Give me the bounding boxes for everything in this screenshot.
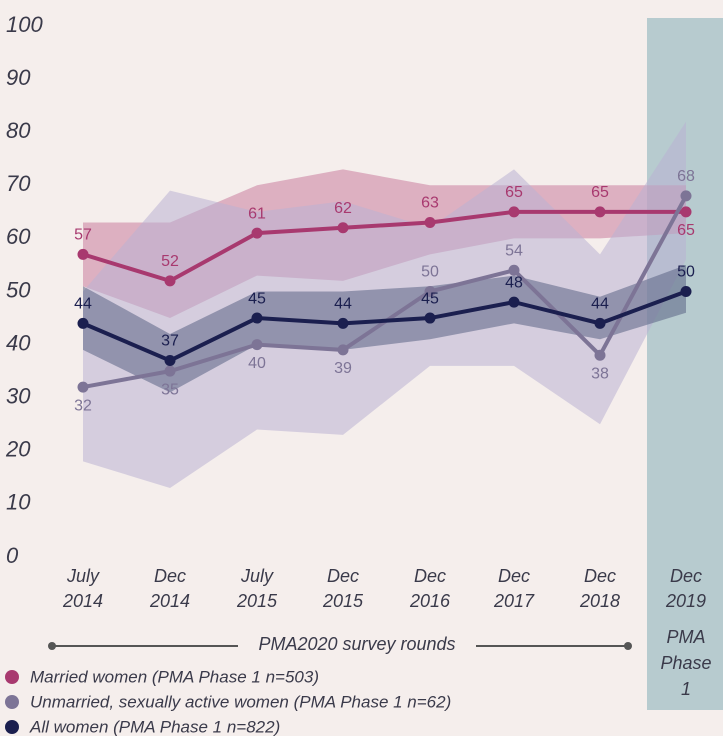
x-tick-label: 2014 <box>62 591 103 611</box>
y-tick-label: 100 <box>6 12 43 37</box>
data-label: 68 <box>677 168 695 185</box>
x-tick-label: Dec <box>154 566 186 586</box>
data-label: 45 <box>421 290 439 307</box>
data-label: 32 <box>74 397 92 414</box>
point <box>594 206 606 218</box>
x-tick-label: 2017 <box>493 591 535 611</box>
point <box>164 365 176 377</box>
point <box>337 222 349 234</box>
legend-label: Married women (PMA Phase 1 n=503) <box>30 667 319 686</box>
data-label: 39 <box>334 360 352 377</box>
point <box>508 296 520 308</box>
point <box>337 344 349 356</box>
legend-marker <box>5 720 19 734</box>
point <box>164 355 176 367</box>
ci-band <box>83 264 686 393</box>
legend-marker <box>5 695 19 709</box>
point <box>424 216 436 228</box>
point <box>251 312 263 324</box>
data-label: 50 <box>421 264 439 281</box>
phase-label: Phase <box>660 653 711 673</box>
data-label: 44 <box>591 296 609 313</box>
y-tick-label: 50 <box>6 277 31 302</box>
rounds-label: PMA2020 survey rounds <box>258 634 455 654</box>
y-tick-label: 60 <box>6 224 31 249</box>
x-tick-label: 2016 <box>409 591 451 611</box>
data-label: 62 <box>334 200 352 217</box>
point <box>77 248 89 260</box>
point <box>251 339 263 351</box>
series-line <box>82 289 687 363</box>
point <box>77 381 89 393</box>
data-label: 65 <box>677 222 695 239</box>
x-tick-label: 2019 <box>665 591 706 611</box>
y-tick-label: 30 <box>6 384 31 409</box>
data-label: 44 <box>74 296 92 313</box>
x-tick-label: 2015 <box>236 591 278 611</box>
y-tick-label: 10 <box>6 490 31 515</box>
point <box>594 317 606 329</box>
point <box>594 349 606 361</box>
point <box>77 317 89 329</box>
data-label: 54 <box>505 242 523 259</box>
phase-label: PMA <box>666 627 705 647</box>
rounds-end <box>48 642 56 650</box>
data-label: 45 <box>248 290 266 307</box>
data-label: 37 <box>161 333 179 350</box>
point <box>680 286 692 297</box>
point <box>251 227 263 239</box>
x-tick-label: July <box>66 566 100 586</box>
data-label: 65 <box>591 184 609 201</box>
rounds-end <box>624 642 632 650</box>
x-tick-label: Dec <box>414 566 446 586</box>
x-tick-label: Dec <box>584 566 616 586</box>
data-label: 65 <box>505 184 523 201</box>
data-label: 61 <box>248 205 266 222</box>
data-label: 44 <box>334 296 352 313</box>
data-label: 63 <box>421 195 439 212</box>
point <box>680 190 692 202</box>
y-tick-label: 20 <box>5 437 31 462</box>
series-line <box>82 209 686 284</box>
point <box>337 317 349 329</box>
data-label: 35 <box>161 381 179 398</box>
x-tick-label: 2018 <box>579 591 620 611</box>
x-tick-label: July <box>240 566 274 586</box>
point <box>164 275 176 287</box>
x-tick-label: Dec <box>670 566 702 586</box>
y-tick-label: 90 <box>6 65 31 90</box>
y-tick-label: 40 <box>6 330 31 355</box>
data-label: 50 <box>677 264 695 281</box>
x-tick-label: 2014 <box>149 591 190 611</box>
y-tick-label: 0 <box>6 543 19 568</box>
data-label: 52 <box>161 253 179 270</box>
x-tick-label: Dec <box>498 566 530 586</box>
point <box>424 286 436 297</box>
point <box>508 264 520 276</box>
x-tick-label: 2015 <box>322 591 364 611</box>
data-label: 57 <box>74 227 92 244</box>
x-tick-label: Dec <box>327 566 359 586</box>
legend-label: Unmarried, sexually active women (PMA Ph… <box>30 692 451 711</box>
point <box>508 206 520 218</box>
data-label: 40 <box>248 355 266 372</box>
y-tick-label: 70 <box>6 171 31 196</box>
data-label: 38 <box>591 365 609 382</box>
point <box>424 312 436 324</box>
legend-marker <box>5 670 19 684</box>
y-tick-label: 80 <box>6 118 31 143</box>
legend-label: All women (PMA Phase 1 n=822) <box>29 717 280 736</box>
data-label: 48 <box>505 274 523 291</box>
point <box>680 206 692 218</box>
phase-label: 1 <box>681 679 691 699</box>
